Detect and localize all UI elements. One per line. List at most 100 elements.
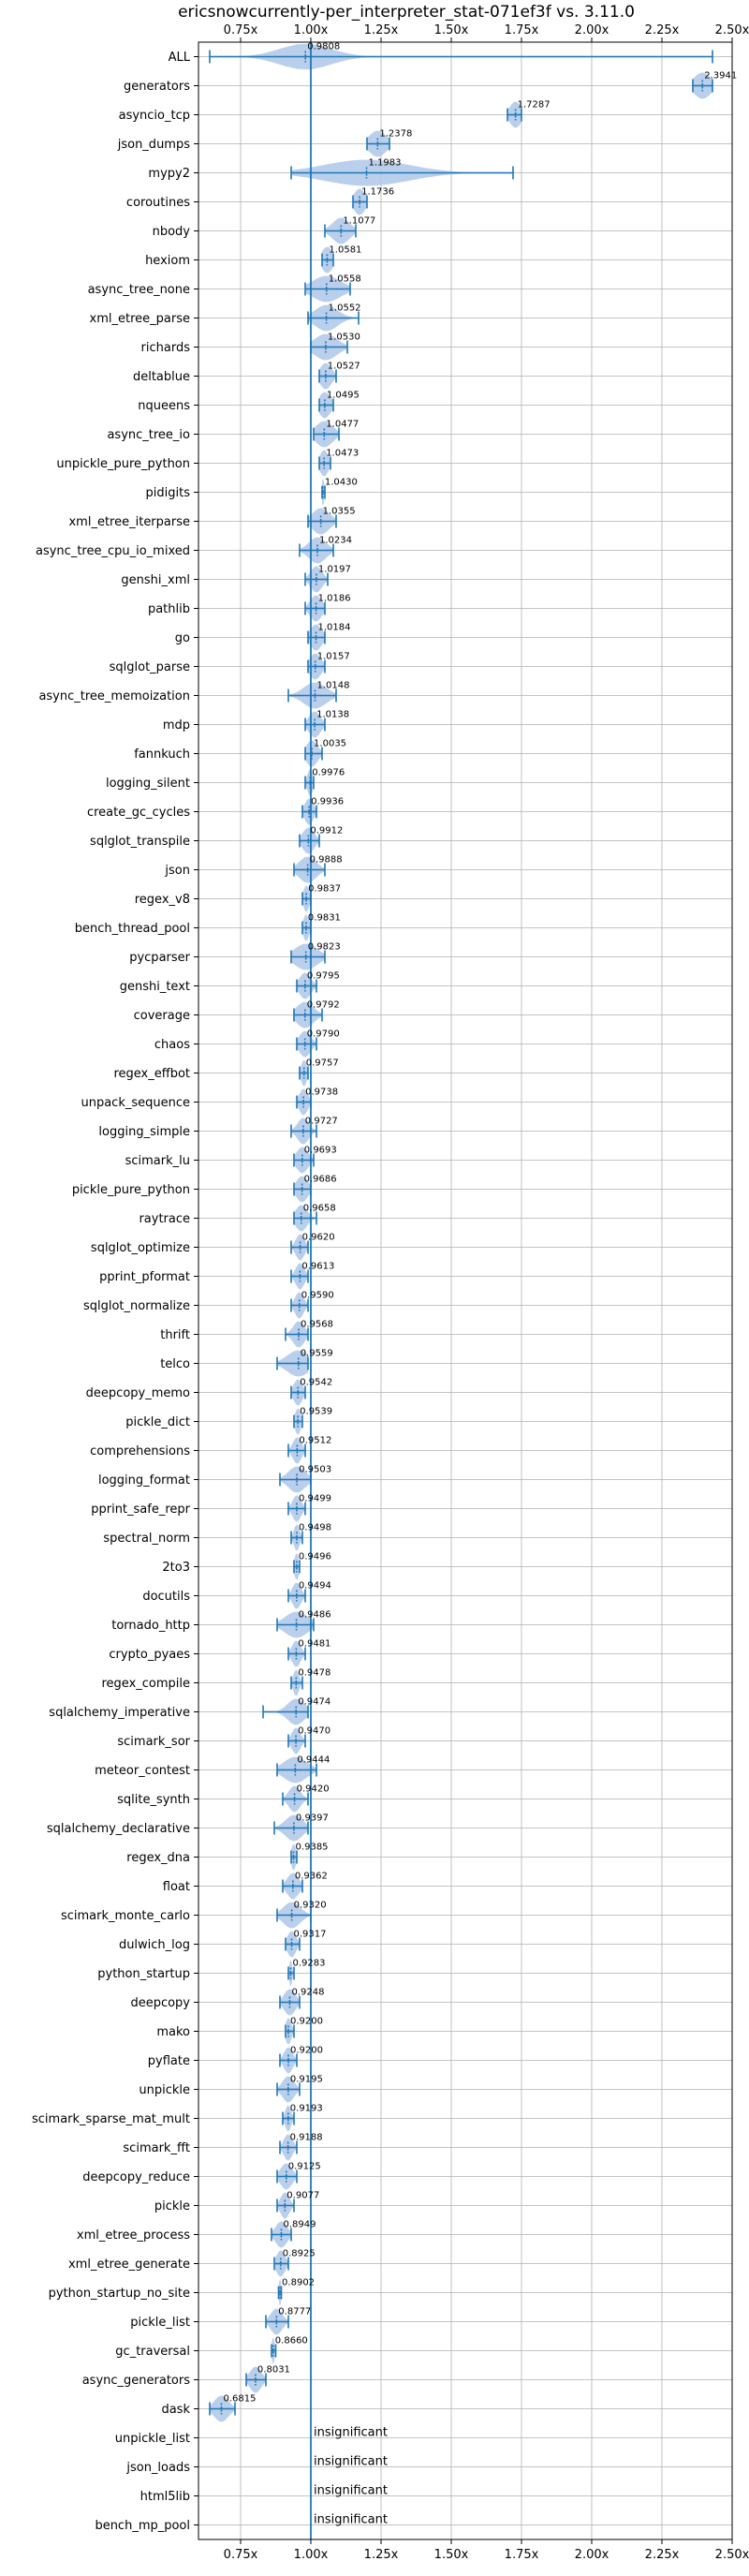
value-label: 1.0148 (316, 681, 349, 691)
benchmark-label: coroutines (126, 196, 190, 210)
value-label: 0.9658 (303, 1204, 336, 1214)
value-label: 1.0138 (316, 710, 349, 720)
benchmark-label: async_generators (82, 2374, 191, 2388)
value-label: 1.0157 (317, 652, 350, 662)
benchmark-label: regex_dna (126, 1851, 190, 1865)
value-label: 2.3941 (704, 71, 737, 81)
benchmark-label: sqlglot_parse (110, 660, 190, 674)
value-label: 0.9936 (311, 797, 344, 807)
value-label: 1.0234 (319, 536, 352, 546)
value-label: 1.0035 (314, 739, 346, 749)
x-tick-label-bottom: 1.25x (364, 2548, 399, 2562)
value-label: 1.1736 (361, 187, 394, 198)
x-tick-label-bottom: 2.25x (645, 2548, 680, 2562)
benchmark-label: scimark_monte_carlo (61, 1909, 190, 1923)
benchmark-label: regex_effbot (113, 1067, 190, 1081)
benchmark-label: sqlalchemy_imperative (49, 1706, 190, 1720)
benchmark-label: regex_compile (101, 1677, 190, 1691)
benchmark-label: sqlite_synth (117, 1793, 190, 1807)
value-label: 0.9077 (286, 2191, 319, 2201)
benchmark-label: richards (141, 341, 191, 355)
value-label: 0.9795 (307, 971, 340, 982)
benchmark-label: json_dumps (117, 138, 190, 152)
benchmark-label: spectral_norm (103, 1532, 190, 1546)
benchmark-label: scimark_sor (117, 1735, 190, 1749)
chart-title: ericsnowcurrently-per_interpreter_stat-0… (178, 3, 635, 22)
value-label: 0.9512 (299, 1436, 331, 1446)
value-label: 1.0477 (326, 420, 359, 430)
benchmark-label: hexiom (145, 254, 190, 268)
benchmark-label: bench_thread_pool (75, 922, 190, 936)
value-label: 0.9474 (298, 1697, 330, 1708)
benchmark-label: crypto_pyaes (109, 1648, 190, 1662)
benchmark-label: logging_silent (106, 777, 190, 791)
benchmark-label: async_tree_none (88, 283, 190, 297)
value-label: 1.0184 (318, 623, 351, 633)
benchmark-label: unpack_sequence (81, 1096, 190, 1110)
x-tick-label-bottom: 1.75x (505, 2548, 539, 2562)
value-label: 0.9503 (299, 1465, 331, 1475)
value-label: 1.2378 (379, 129, 412, 140)
x-tick-label-top: 1.50x (434, 23, 469, 37)
value-label: 0.9686 (304, 1175, 337, 1185)
grid-layer (198, 42, 733, 2539)
benchmark-label: sqlglot_transpile (90, 835, 190, 849)
value-label: 0.9976 (312, 768, 345, 778)
value-label: 0.9559 (301, 1349, 333, 1359)
benchmark-label: pprint_safe_repr (91, 1503, 190, 1517)
benchmark-label: coverage (134, 1009, 190, 1023)
benchmark-label: go (175, 631, 190, 645)
insignificant-label: insignificant (314, 2513, 388, 2527)
value-label: 0.9498 (299, 1523, 331, 1533)
benchmark-label: raytrace (139, 1212, 190, 1226)
insignificant-label: insignificant (314, 2426, 388, 2440)
benchmark-label: deltablue (133, 370, 190, 384)
value-label: 0.9283 (292, 1959, 325, 1969)
benchmark-label: sqlglot_normalize (83, 1299, 190, 1313)
benchmark-label: float (163, 1880, 190, 1894)
insignificant-label: insignificant (314, 2455, 388, 2469)
x-tick-label-bottom: 2.00x (575, 2548, 609, 2562)
x-tick-label-top: 1.25x (364, 23, 399, 37)
benchmark-label: unpickle_pure_python (56, 457, 190, 471)
x-tick-label-bottom: 1.50x (434, 2548, 469, 2562)
benchmark-label: generators (124, 80, 190, 94)
benchmark-label: mdp (163, 718, 190, 733)
value-label: 0.8031 (257, 2365, 290, 2376)
benchmark-label: pickle_dict (125, 1415, 190, 1429)
value-label: 0.9478 (298, 1668, 330, 1679)
value-label: 1.1983 (368, 158, 401, 169)
value-label: 0.9888 (310, 855, 343, 866)
value-label: 0.9738 (305, 1088, 338, 1098)
value-label: 0.9831 (308, 913, 341, 924)
benchmark-label: scimark_sparse_mat_mult (32, 2112, 190, 2126)
benchmark-label: tornado_http (111, 1619, 190, 1633)
benchmark-label: dulwich_log (119, 1938, 190, 1952)
plot-frame (198, 41, 733, 2540)
x-tick-label-bottom: 1.00x (294, 2548, 329, 2562)
value-label: 0.9486 (299, 1610, 331, 1621)
benchmark-label: chaos (154, 1038, 190, 1052)
value-label: 0.6815 (223, 2394, 256, 2405)
benchmark-label: 2to3 (162, 1561, 190, 1575)
value-label: 1.0581 (329, 245, 361, 256)
value-label: 0.9195 (290, 2075, 323, 2085)
benchmark-label: asyncio_tcp (119, 109, 190, 123)
value-label: 0.9808 (307, 42, 340, 52)
x-tick-label-top: 1.00x (294, 23, 329, 37)
benchmark-label: genshi_xml (121, 573, 190, 587)
benchmark-label: logging_simple (98, 1125, 190, 1139)
benchmark-label: async_tree_io (107, 428, 190, 442)
value-label: 1.0473 (326, 449, 359, 459)
benchmark-label: unpickle (139, 2083, 190, 2097)
labels-layer: 0.9808 2.3941 1.7287 1.2378 1.1983 1.1736 1.10… (223, 42, 737, 2527)
benchmark-label: nqueens (138, 399, 190, 413)
insignificant-label: insignificant (314, 2484, 388, 2498)
benchmark-label: scimark_fft (123, 2141, 190, 2155)
x-tick-label-top: 2.25x (645, 23, 680, 37)
benchmark-label: genshi_text (120, 980, 190, 994)
value-label: 0.9248 (291, 1988, 324, 1998)
value-label: 0.8949 (283, 2220, 316, 2230)
value-label: 0.8660 (275, 2336, 308, 2347)
